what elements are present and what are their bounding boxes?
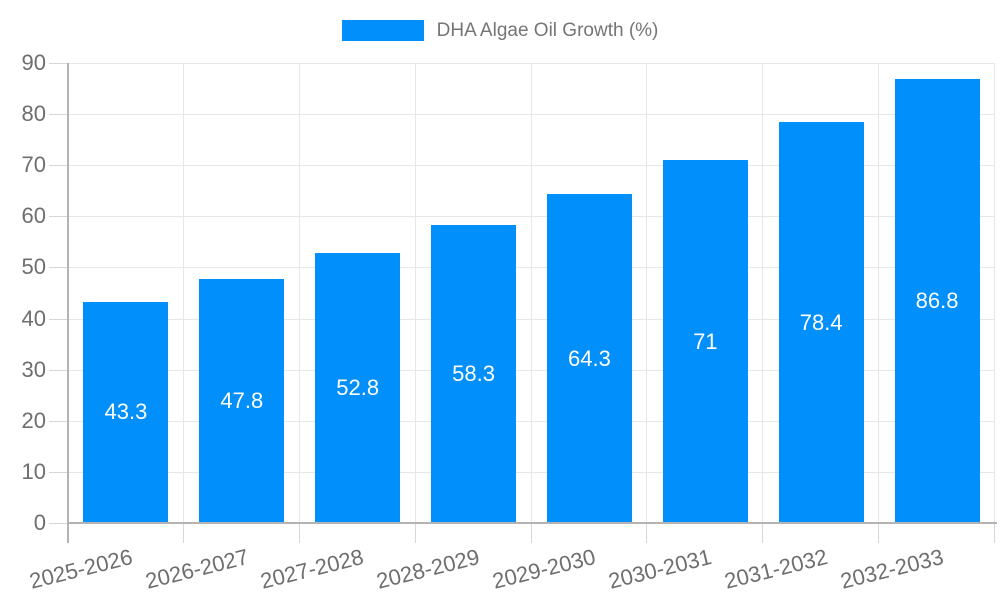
bar[interactable]: 47.8 — [199, 278, 285, 523]
bar-value-label: 47.8 — [220, 387, 264, 413]
x-tick — [762, 523, 764, 543]
gridline-horizontal — [68, 165, 995, 167]
bar[interactable]: 78.4 — [778, 122, 864, 523]
y-tick-label: 90 — [21, 50, 46, 75]
x-tick — [298, 523, 300, 543]
x-tick-label: 2031-2032 — [721, 544, 830, 594]
gridline-vertical — [994, 63, 995, 523]
y-tick-label: 80 — [21, 101, 46, 127]
x-tick-label: 2027-2028 — [258, 544, 367, 594]
y-tick-label: 20 — [21, 407, 46, 433]
bar-value-label: 86.8 — [915, 288, 959, 314]
gridline-vertical — [530, 63, 532, 523]
gridline-vertical — [878, 63, 880, 523]
gridline-horizontal — [68, 318, 995, 320]
bar-value-label: 43.3 — [104, 399, 148, 425]
x-tick — [414, 523, 416, 543]
y-tick-label: 60 — [21, 203, 46, 229]
y-tick — [49, 63, 68, 64]
y-tick — [49, 267, 68, 269]
plot-area: 43.3 47.8 52.8 58.3 64.3 71 78.4 86.8 — [68, 63, 995, 523]
gridline-horizontal — [68, 420, 995, 422]
bar[interactable]: 64.3 — [546, 194, 632, 523]
y-tick — [49, 165, 68, 167]
x-tick-label: 2025-2026 — [26, 544, 135, 594]
bar-value-label: 64.3 — [568, 345, 611, 371]
y-tick-label: 70 — [21, 152, 46, 178]
x-tick — [182, 523, 184, 543]
gridline-horizontal — [68, 63, 995, 64]
gridline-vertical — [182, 63, 184, 523]
x-axis-line — [68, 522, 997, 524]
y-tick-label: 50 — [21, 254, 46, 280]
gridline-vertical — [298, 63, 300, 523]
gridline-vertical — [762, 63, 764, 523]
gridline-vertical — [646, 63, 648, 523]
y-tick — [49, 471, 68, 473]
bar[interactable]: 43.3 — [83, 301, 169, 523]
x-tick — [530, 523, 532, 543]
gridline-vertical — [414, 63, 416, 523]
y-tick — [49, 114, 68, 116]
gridline-horizontal — [68, 471, 995, 473]
bar-value-label: 52.8 — [336, 375, 380, 401]
x-tick — [878, 523, 880, 543]
bar[interactable]: 58.3 — [431, 225, 517, 523]
x-tick-label: 2032-2033 — [837, 544, 946, 594]
legend-label: DHA Algae Oil Growth (%) — [436, 20, 659, 41]
y-tick — [49, 523, 68, 524]
y-tick — [49, 369, 68, 371]
bar[interactable]: 71 — [662, 160, 748, 523]
y-tick-label: 30 — [21, 356, 46, 382]
bar-value-label: 78.4 — [799, 309, 843, 335]
legend[interactable]: DHA Algae Oil Growth (%) — [0, 20, 1000, 41]
x-tick-label: 2029-2030 — [490, 544, 599, 594]
y-tick-label: 0 — [33, 510, 46, 535]
y-tick-label: 10 — [21, 458, 46, 484]
bar-value-label: 71 — [693, 328, 718, 354]
bar[interactable]: 86.8 — [894, 79, 980, 523]
y-tick — [49, 318, 68, 320]
bar-value-label: 58.3 — [452, 361, 495, 387]
legend-swatch — [341, 20, 424, 41]
y-axis-line — [67, 63, 69, 543]
y-tick — [49, 216, 68, 218]
gridline-horizontal — [68, 369, 995, 371]
x-tick-label: 2030-2031 — [605, 544, 715, 594]
bar[interactable]: 52.8 — [315, 253, 401, 523]
y-tick-label: 40 — [21, 305, 46, 331]
gridline-horizontal — [68, 267, 995, 269]
x-tick — [994, 523, 995, 543]
x-tick-label: 2028-2029 — [374, 544, 483, 594]
gridline-horizontal — [68, 216, 995, 218]
x-tick-label: 2026-2027 — [142, 544, 251, 594]
gridline-horizontal — [68, 114, 995, 116]
x-tick — [646, 523, 648, 543]
y-tick — [49, 420, 68, 422]
